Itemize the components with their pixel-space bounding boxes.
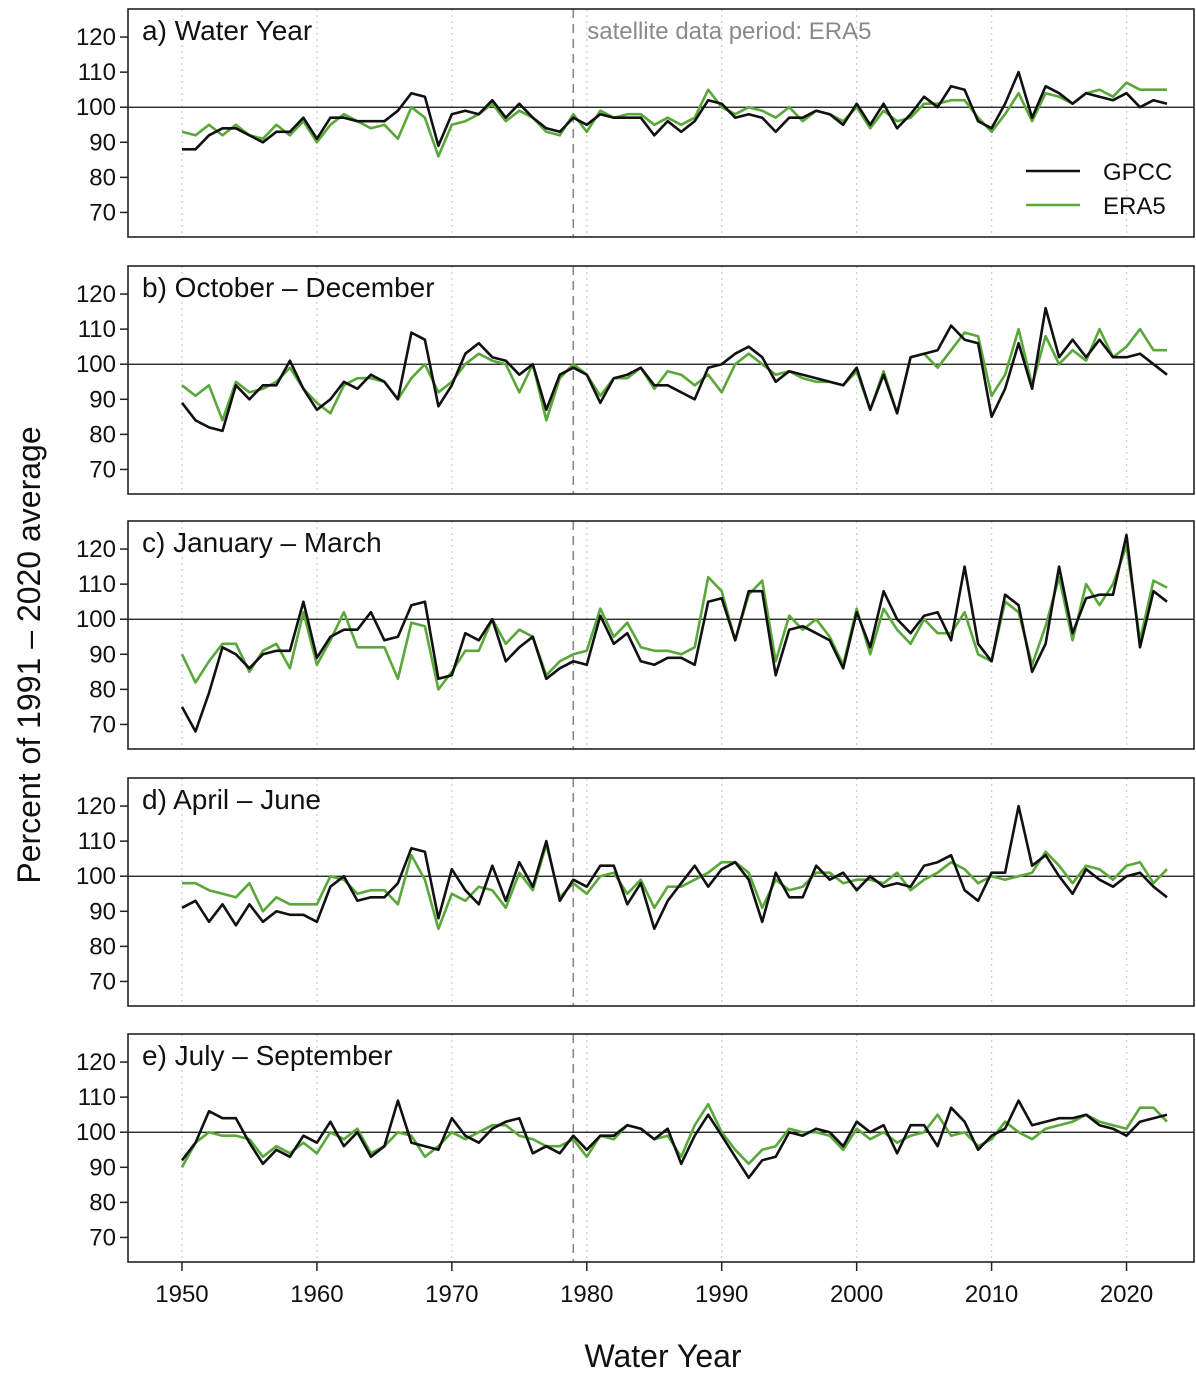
y-tick-label: 120 — [76, 281, 116, 308]
x-axis: 1950 1960 1970 1980 1990 2000 2010 2020 — [155, 1262, 1153, 1308]
panel-frame — [127, 520, 1195, 750]
x-tick-label: 2020 — [1100, 1281, 1153, 1308]
series-line-gpcc — [181, 804, 1168, 931]
series-line-era5 — [180, 1102, 1168, 1168]
y-tick-label: 90 — [89, 898, 116, 925]
y-tick-label: 70 — [89, 199, 116, 226]
y-tick-label: 80 — [89, 933, 116, 960]
y-tick-label: 100 — [76, 606, 116, 633]
y-tick-label: 80 — [89, 1189, 116, 1216]
y-tick-label: 110 — [78, 1084, 116, 1111]
panel-title: a) Water Year — [142, 15, 312, 46]
y-tick-label: 70 — [89, 968, 116, 995]
panel-frame — [127, 265, 1195, 495]
panel-e: 70 80 90 100 110 120 e) July – September — [76, 1033, 1195, 1263]
x-tick-label: 2010 — [965, 1281, 1018, 1308]
x-tick-label: 1990 — [695, 1281, 748, 1308]
panel-a: 70 80 90 100 110 120 a) Water Year satellite da… — [76, 8, 1195, 238]
y-tick-label: 70 — [89, 456, 116, 483]
y-tick-label: 110 — [78, 59, 116, 86]
y-tick-label: 90 — [89, 386, 116, 413]
y-tick-label: 110 — [78, 316, 116, 343]
panel-title: d) April – June — [142, 784, 321, 815]
panel-title: e) July – September — [142, 1040, 393, 1071]
y-tick-label: 120 — [76, 1049, 116, 1076]
satellite-period-annotation: satellite data period: ERA5 — [587, 18, 871, 45]
series-line-gpcc — [180, 533, 1168, 733]
panel-frame — [127, 777, 1195, 1007]
y-tick-label: 80 — [89, 164, 116, 191]
x-axis-title: Water Year — [584, 1338, 741, 1374]
y-tick-label: 90 — [89, 1154, 116, 1181]
panel-title: c) January – March — [142, 527, 382, 558]
x-tick-label: 1960 — [290, 1281, 343, 1308]
panel-frame — [127, 8, 1195, 238]
panel-d: 70 80 90 100 110 120 d) April – June — [76, 777, 1195, 1007]
series-line-gpcc — [180, 306, 1168, 433]
y-tick-label: 70 — [89, 1224, 116, 1251]
panel-title: b) October – December — [142, 272, 435, 303]
y-axis-title: Percent of 1991 – 2020 average — [11, 426, 47, 883]
y-tick-label: 110 — [78, 828, 116, 855]
y-tick-label: 70 — [89, 711, 116, 738]
panel-frame — [127, 1033, 1195, 1263]
series-line-era5 — [180, 544, 1168, 691]
series-line-era5 — [181, 81, 1167, 158]
legend-label-era5: ERA5 — [1103, 193, 1166, 220]
x-tick-label: 1970 — [425, 1281, 478, 1308]
series-line-gpcc — [180, 1099, 1168, 1180]
x-tick-label: 1950 — [155, 1281, 208, 1308]
legend-label-gpcc: GPCC — [1103, 159, 1172, 186]
y-tick-label: 120 — [76, 793, 116, 820]
panels: 70 80 90 100 110 120 a) Water Year satellite da… — [76, 8, 1195, 1263]
y-tick-label: 120 — [76, 24, 116, 51]
y-tick-label: 100 — [76, 863, 116, 890]
panel-c: 70 80 90 100 110 120 c) January – March — [76, 520, 1195, 750]
y-tick-label: 100 — [76, 1119, 116, 1146]
x-tick-label: 1980 — [560, 1281, 613, 1308]
series-line-gpcc — [182, 70, 1168, 151]
panel-b: 70 80 90 100 110 120 b) October – December — [76, 265, 1195, 495]
y-tick-label: 100 — [76, 351, 116, 378]
legend: GPCC ERA5 — [1026, 159, 1172, 220]
y-tick-label: 80 — [89, 421, 116, 448]
y-tick-label: 80 — [89, 676, 116, 703]
y-tick-label: 110 — [78, 571, 116, 598]
y-tick-label: 90 — [89, 129, 116, 156]
x-tick-label: 2000 — [830, 1281, 883, 1308]
y-tick-label: 120 — [76, 536, 116, 563]
y-tick-label: 90 — [89, 641, 116, 668]
y-tick-label: 100 — [76, 94, 116, 121]
